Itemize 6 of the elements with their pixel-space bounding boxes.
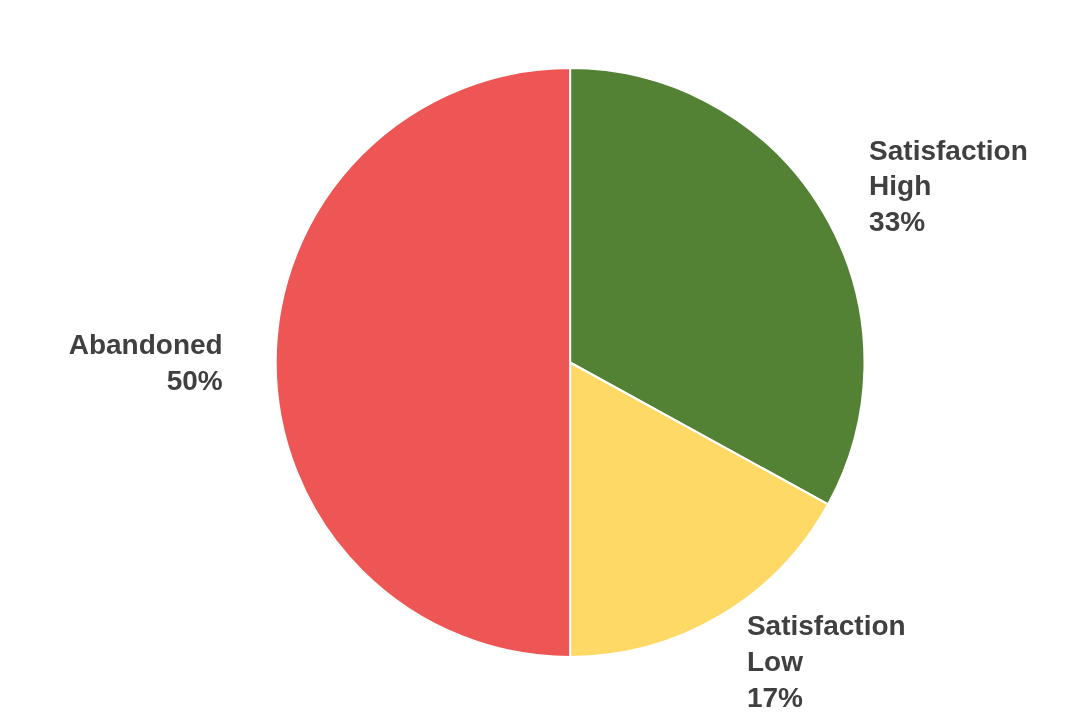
slice-label: Satisfaction Low — [746, 610, 906, 678]
slice-label: Satisfaction High — [869, 134, 1028, 202]
data-label: 17% — [746, 681, 804, 713]
data-label: 50% — [166, 364, 223, 396]
slice-label: Abandoned — [68, 329, 223, 361]
data-label: 33% — [869, 205, 926, 237]
